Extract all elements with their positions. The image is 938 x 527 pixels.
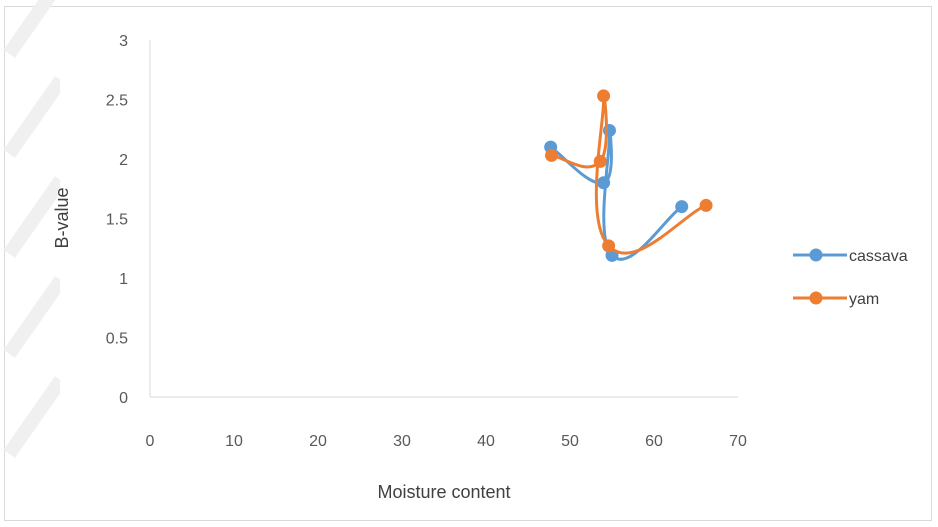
x-tick-label: 20 <box>309 433 327 450</box>
x-tick-label: 60 <box>645 433 663 450</box>
x-axis-title: Moisture content <box>377 482 510 502</box>
series-line-cassava <box>549 125 684 261</box>
series-cassava <box>544 123 689 262</box>
data-point-yam[interactable] <box>597 89 611 103</box>
plot-series <box>544 89 713 262</box>
chart-frame <box>4 6 932 521</box>
x-tick-label: 10 <box>225 433 243 450</box>
legend-label-yam: yam <box>849 291 879 308</box>
series-line-yam <box>550 90 708 255</box>
y-tick-label: 0.5 <box>106 331 128 348</box>
legend-marker-cassava <box>809 248 823 262</box>
y-axis-title: B-value <box>52 187 72 248</box>
y-tick-label: 1 <box>119 271 128 288</box>
legend-marker-yam <box>809 291 823 305</box>
x-tick-label: 40 <box>477 433 495 450</box>
x-tick-label: 0 <box>146 433 155 450</box>
x-tick-label: 50 <box>561 433 579 450</box>
y-tick-label: 3 <box>119 33 128 50</box>
x-tick-label: 70 <box>729 433 747 450</box>
data-point-yam[interactable] <box>593 154 607 168</box>
x-axis-ticks: 0 10 20 30 40 50 60 70 <box>146 433 747 450</box>
legend-label-cassava: cassava <box>849 248 908 265</box>
data-point-yam[interactable] <box>699 198 713 212</box>
data-point-yam[interactable] <box>602 239 616 253</box>
y-tick-label: 2.5 <box>106 93 128 110</box>
y-axis-ticks: 0 0.5 1 1.5 2 2.5 3 <box>106 33 128 407</box>
data-point-yam[interactable] <box>545 148 559 162</box>
legend-item-yam[interactable]: yam <box>793 291 879 308</box>
data-point-cassava[interactable] <box>675 200 689 214</box>
legend[interactable]: cassava yam <box>793 248 908 308</box>
y-tick-label: 0 <box>119 390 128 407</box>
data-point-cassava[interactable] <box>597 176 611 190</box>
x-tick-label: 30 <box>393 433 411 450</box>
axes <box>149 40 738 398</box>
series-yam <box>545 89 713 255</box>
legend-item-cassava[interactable]: cassava <box>793 248 908 265</box>
y-tick-label: 2 <box>119 152 128 169</box>
y-tick-label: 1.5 <box>106 212 128 229</box>
data-point-cassava[interactable] <box>602 123 616 137</box>
